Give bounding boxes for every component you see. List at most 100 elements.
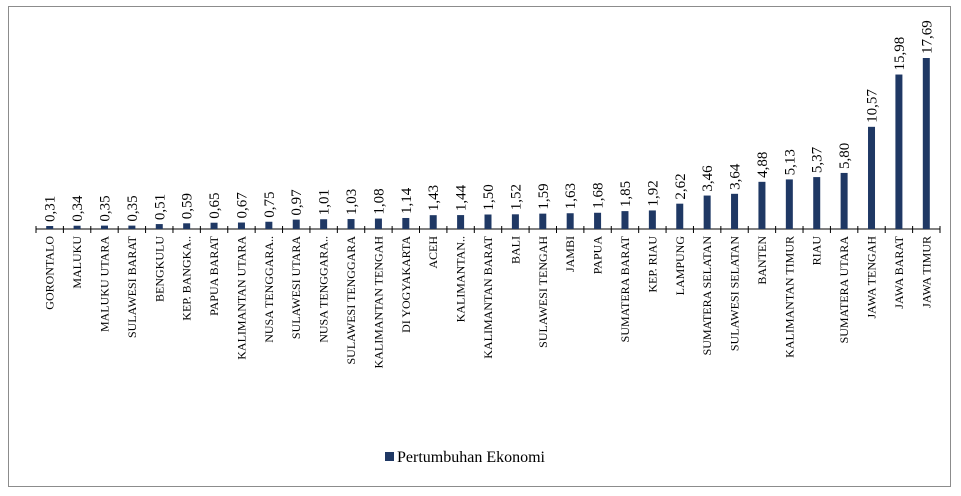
data-label: 3,64 xyxy=(728,163,744,190)
x-tick-label: SULAWESI TENGAH xyxy=(536,236,550,348)
bar xyxy=(484,214,492,229)
x-tick-label: SULAWESI BARAT xyxy=(125,235,139,338)
data-label: 0,67 xyxy=(234,192,250,219)
chart-border xyxy=(8,6,951,487)
bar xyxy=(594,212,602,229)
x-tick-label: SULAWESI TENGGARA xyxy=(344,236,358,365)
bar xyxy=(429,215,437,229)
bar xyxy=(511,214,519,229)
x-tick-label: JAWA BARAT xyxy=(892,235,906,308)
data-label: 15,98 xyxy=(892,37,908,71)
legend-label: Pertumbuhan Ekonomi xyxy=(397,449,546,466)
bar xyxy=(895,74,903,229)
data-label: 1,59 xyxy=(536,183,552,209)
bar xyxy=(758,181,766,229)
bar xyxy=(648,210,656,229)
data-label: 1,92 xyxy=(645,180,661,206)
bar xyxy=(128,225,136,229)
data-label: 5,37 xyxy=(810,146,826,173)
data-label: 0,97 xyxy=(289,189,305,216)
bar xyxy=(73,225,81,229)
data-label: 1,44 xyxy=(454,184,470,211)
x-tick-label: SULAWESI SELATAN xyxy=(728,236,742,351)
bar xyxy=(155,224,163,229)
bar xyxy=(922,58,930,229)
x-tick-label: BENGKULU xyxy=(152,236,166,302)
data-label: 5,13 xyxy=(782,149,798,175)
x-tick-label: KALIMANTAN UTARA xyxy=(234,236,248,360)
bar xyxy=(785,179,793,229)
bar xyxy=(539,213,547,229)
data-label: 1,08 xyxy=(371,188,387,214)
data-label: 1,01 xyxy=(317,189,333,215)
bar xyxy=(703,195,711,229)
data-label: 1,03 xyxy=(344,189,360,215)
data-label: 10,57 xyxy=(865,89,881,123)
x-tick-label: LAMPUNG xyxy=(673,236,687,296)
bar xyxy=(347,219,355,229)
bar xyxy=(731,193,739,229)
x-tick-label: MALUKU UTARA xyxy=(97,236,111,332)
bar xyxy=(676,203,684,229)
x-tick-label: DI YOGYAKARTA xyxy=(399,236,413,333)
bar xyxy=(100,225,108,229)
data-label: 1,85 xyxy=(618,181,634,207)
data-label: 1,50 xyxy=(481,184,497,210)
x-tick-label: NUSA TENGGARA.. xyxy=(317,236,331,343)
data-label: 1,14 xyxy=(399,187,415,214)
bar xyxy=(868,126,876,229)
x-tick-label: JAWA TIMUR xyxy=(919,236,933,308)
x-tick-label: MALUKU xyxy=(70,236,84,289)
bar xyxy=(374,218,382,229)
data-label: 17,69 xyxy=(919,20,935,54)
x-tick-label: KALIMANTAN TENGAH xyxy=(371,236,385,369)
data-label: 2,62 xyxy=(673,173,689,199)
x-tick-label: PAPUA xyxy=(591,236,605,275)
x-tick-label: JAMBI xyxy=(563,236,577,272)
bar xyxy=(457,215,465,229)
x-tick-label: JAWA TENGAH xyxy=(865,236,879,319)
x-tick-label: SUMATERA UTARA xyxy=(837,236,851,344)
x-tick-label: ACEH xyxy=(426,236,440,269)
bar xyxy=(46,226,54,229)
data-label: 0,51 xyxy=(152,194,168,220)
x-tick-label: RIAU xyxy=(810,236,824,266)
data-label: 0,59 xyxy=(180,193,196,219)
bar xyxy=(566,213,574,229)
bar xyxy=(183,223,191,229)
x-tick-label: SULAWESI UTARA xyxy=(289,236,303,339)
bar xyxy=(210,222,218,229)
bar xyxy=(237,222,245,229)
bar xyxy=(813,177,821,229)
x-tick-label: SUMATERA SELATAN xyxy=(700,236,714,356)
data-label: 1,52 xyxy=(508,184,524,210)
bar xyxy=(621,211,629,229)
x-tick-label: BANTEN xyxy=(755,236,769,285)
x-tick-label: NUSA TENGGARA.. xyxy=(262,236,276,343)
data-label: 0,65 xyxy=(207,192,223,218)
x-tick-label: GORONTALO xyxy=(43,236,57,310)
data-label: 0,75 xyxy=(262,192,278,218)
x-tick-label: BALI xyxy=(508,236,522,264)
data-label: 0,35 xyxy=(97,195,113,221)
x-tick-label: PAPUA BARAT xyxy=(207,235,221,316)
data-label: 1,43 xyxy=(426,185,442,211)
data-label: 1,63 xyxy=(563,183,579,209)
data-label: 0,31 xyxy=(43,196,59,222)
bar xyxy=(840,172,848,229)
x-tick-label: SUMATERA BARAT xyxy=(618,235,632,342)
x-tick-label: KEP. BANGKA.. xyxy=(180,236,194,321)
bar xyxy=(320,219,328,229)
x-tick-label: KEP. RIAU xyxy=(645,236,659,293)
data-label: 0,34 xyxy=(70,195,86,222)
legend-swatch xyxy=(385,452,394,461)
data-label: 0,35 xyxy=(125,195,141,221)
x-tick-label: KALIMANTAN TIMUR xyxy=(782,236,796,358)
data-label: 3,46 xyxy=(700,165,716,192)
x-tick-label: KALIMANTAN.. xyxy=(454,236,468,322)
data-label: 4,88 xyxy=(755,152,771,178)
data-label: 5,80 xyxy=(837,143,853,169)
bar xyxy=(265,221,273,229)
